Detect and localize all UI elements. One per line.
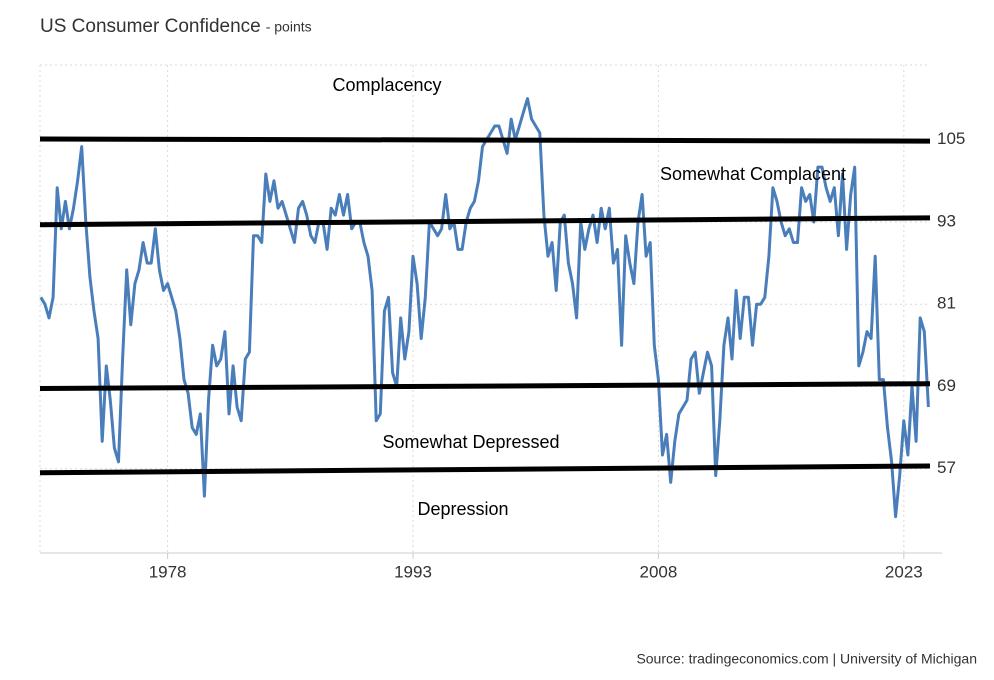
x-tick-label: 2023 <box>885 562 923 581</box>
y-tick-label: 57 <box>937 458 956 477</box>
y-tick-label: 81 <box>937 294 956 313</box>
y-tick-label: 69 <box>937 376 956 395</box>
reference-line <box>39 215 931 228</box>
reference-line <box>39 381 931 392</box>
source: Source: tradingeconomics.com | Universit… <box>636 651 977 667</box>
chart-subtitle: - points <box>266 19 312 35</box>
reference-line <box>39 136 931 144</box>
annotation: Complacency <box>332 75 441 95</box>
y-tick-label: 105 <box>937 129 965 148</box>
chart-title: US Consumer Confidence <box>40 16 261 37</box>
x-tick-label: 1993 <box>394 562 432 581</box>
reference-line <box>39 463 931 476</box>
annotation: Somewhat Depressed <box>382 432 559 452</box>
annotation: Depression <box>417 499 508 519</box>
x-tick-label: 1978 <box>149 562 187 581</box>
annotation: Somewhat Complacent <box>660 164 846 184</box>
x-tick-label: 2008 <box>640 562 678 581</box>
y-tick-label: 93 <box>937 211 956 230</box>
series-line <box>39 97 930 519</box>
